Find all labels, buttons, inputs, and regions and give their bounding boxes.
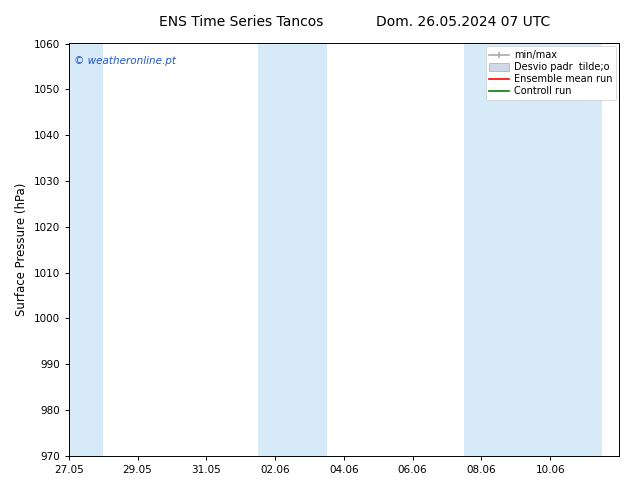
Bar	[258, 44, 327, 456]
Text: ENS Time Series Tancos: ENS Time Series Tancos	[158, 15, 323, 29]
Text: Dom. 26.05.2024 07 UTC: Dom. 26.05.2024 07 UTC	[376, 15, 550, 29]
Bar	[464, 44, 602, 456]
Legend: min/max, Desvio padr  tilde;o, Ensemble mean run, Controll run: min/max, Desvio padr tilde;o, Ensemble m…	[486, 47, 616, 100]
Y-axis label: Surface Pressure (hPa): Surface Pressure (hPa)	[15, 183, 28, 317]
Bar	[51, 44, 103, 456]
Text: © weatheronline.pt: © weatheronline.pt	[74, 56, 176, 66]
